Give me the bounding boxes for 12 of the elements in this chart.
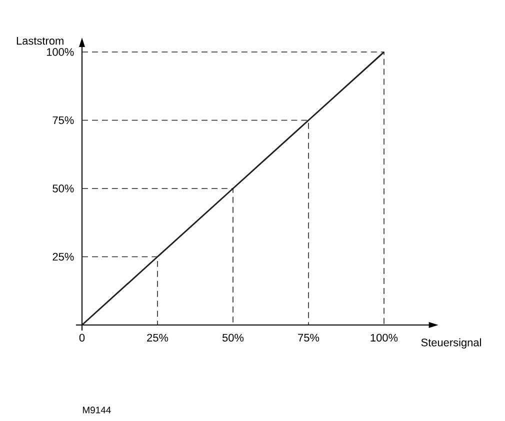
x-tick-label: 50%	[222, 334, 244, 342]
text: M9144	[82, 406, 111, 414]
y-tick-label: 75%	[52, 116, 74, 124]
y-tick-label: 100%	[46, 48, 74, 56]
x-tick-label: 100%	[370, 334, 398, 342]
y-tick-label: 25%	[52, 252, 74, 261]
y-tick-label: 50%	[52, 184, 74, 192]
x-axis-title: Steuersignal	[421, 338, 481, 349]
x-tick-label: 0	[79, 334, 85, 342]
x-tick-label: 25%	[147, 334, 168, 342]
y-axis-title: Laststrom	[16, 37, 64, 45]
x-tick-label: 75%	[298, 334, 320, 342]
